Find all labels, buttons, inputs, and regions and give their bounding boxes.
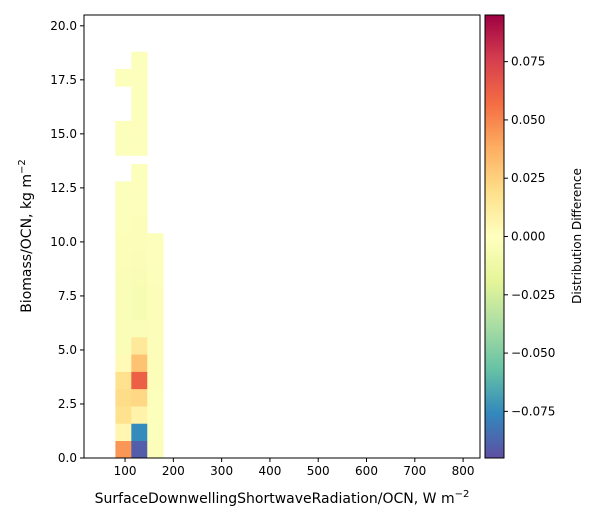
heatmap-cell (131, 371, 148, 390)
heatmap-cell (131, 285, 148, 303)
y-tick-label: 15.0 (50, 127, 77, 141)
heatmap-cell (115, 215, 132, 234)
heatmap-cell (115, 181, 132, 199)
heatmap-cell (115, 198, 132, 217)
heatmap-cell (131, 138, 148, 156)
heatmap-cell (115, 354, 132, 372)
x-axis: 100 200 300 400 500 600 700 800 (114, 458, 475, 478)
colorbar (484, 14, 505, 459)
heatmap-cell (115, 285, 132, 303)
y-tick-label: 0.0 (58, 451, 77, 465)
y-tick-label: 12.5 (50, 181, 77, 195)
heatmap-cell (147, 423, 164, 442)
x-tick-label: 200 (162, 464, 185, 478)
heatmap-cell (131, 423, 148, 442)
heatmap-cell (131, 233, 148, 251)
heatmap-cell (115, 319, 132, 338)
heatmap-cell (131, 69, 148, 87)
y-tick-label: 20.0 (50, 19, 77, 33)
colorbar-label: Distribution Difference (570, 168, 584, 304)
colorbar-tick-label: −0.050 (511, 346, 555, 360)
heatmap-cell (115, 233, 132, 251)
y-tick-label: 7.5 (58, 289, 77, 303)
heatmap-cell (131, 198, 148, 217)
heatmap-cell (115, 336, 132, 355)
heatmap-cell (147, 233, 164, 251)
colorbar-axis: −0.075 −0.050 −0.025 0.000 0.025 0.050 0.075 (504, 55, 555, 418)
y-axis: 0.0 2.5 5.0 7.5 10.0 12.5 15.0 17.5 20.0 (50, 19, 84, 465)
heatmap-cell (131, 164, 148, 182)
heatmap-cell (147, 336, 164, 355)
heatmap-cell (131, 120, 148, 139)
heatmap-cell (147, 302, 164, 320)
x-tick-label: 500 (307, 464, 330, 478)
heatmap-cell (131, 181, 148, 199)
heatmap-cell (147, 285, 164, 303)
heatmap-cell (131, 319, 148, 338)
heatmap-cell (115, 423, 132, 442)
x-tick-label: 100 (114, 464, 137, 478)
heatmap-cell (115, 406, 132, 424)
heatmap-cell (115, 138, 132, 156)
heatmap-cell (147, 440, 164, 459)
y-axis-label: Biomass/OCN, kg m−2 (17, 159, 35, 313)
heatmap-cell (147, 354, 164, 372)
y-tick-label: 2.5 (58, 397, 77, 411)
heatmap-cell (115, 371, 132, 390)
heatmap-cell (131, 267, 148, 286)
heatmap-cell (115, 388, 132, 407)
heatmap-cell (131, 302, 148, 320)
x-axis-label: SurfaceDownwellingShortwaveRadiation/OCN… (95, 489, 470, 507)
heatmap-cell (131, 388, 148, 407)
heatmap-cell (147, 371, 164, 390)
heatmap-cell (131, 51, 148, 70)
y-tick-label: 5.0 (58, 343, 77, 357)
heatmap-cells (115, 51, 164, 459)
heatmap-cell (131, 250, 148, 269)
colorbar-tick-label: −0.075 (511, 404, 555, 418)
heatmap-cell (115, 69, 132, 87)
heatmap-cell (131, 215, 148, 234)
heatmap-cell (131, 86, 148, 104)
x-tick-label: 700 (403, 464, 426, 478)
heatmap-cell (115, 302, 132, 320)
colorbar-tick-label: 0.025 (511, 171, 545, 185)
heatmap-cell (147, 250, 164, 269)
heatmap-cell (131, 406, 148, 424)
x-tick-label: 400 (258, 464, 281, 478)
heatmap-cell (131, 103, 148, 122)
x-tick-label: 300 (210, 464, 233, 478)
colorbar-tick-label: 0.050 (511, 113, 545, 127)
heatmap-cell (131, 336, 148, 355)
heatmap-cell (131, 440, 148, 459)
x-tick-label: 600 (355, 464, 378, 478)
heatmap-cell (147, 267, 164, 286)
x-tick-label: 800 (452, 464, 475, 478)
y-tick-label: 10.0 (50, 235, 77, 249)
heatmap-cell (147, 388, 164, 407)
colorbar-tick-label: 0.000 (511, 230, 545, 244)
y-tick-label: 17.5 (50, 73, 77, 87)
heatmap-cell (147, 319, 164, 338)
heatmap-cell (147, 406, 164, 424)
plot-frame (83, 14, 481, 459)
colorbar-tick-label: −0.025 (511, 288, 555, 302)
heatmap-cell (115, 250, 132, 269)
heatmap-cell (115, 120, 132, 139)
heatmap-cell (115, 267, 132, 286)
heatmap-cell (115, 440, 132, 459)
heatmap-cell (131, 354, 148, 372)
colorbar-tick-label: 0.075 (511, 55, 545, 69)
